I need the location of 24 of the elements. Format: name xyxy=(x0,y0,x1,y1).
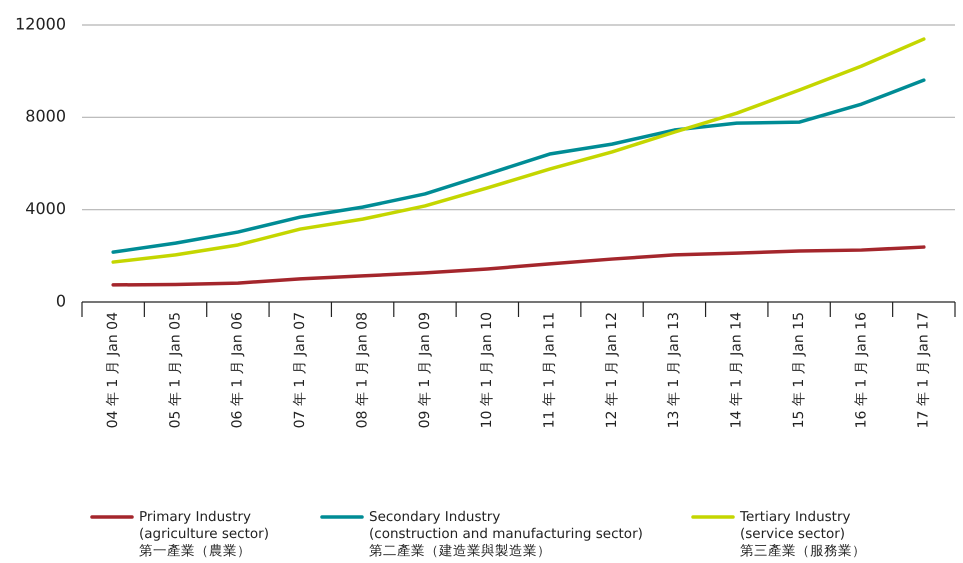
line-series xyxy=(111,37,926,264)
y-tick-label: 12000 xyxy=(15,14,66,34)
x-tick-label: 08 年 1 月 Jan 08 xyxy=(354,312,370,428)
x-tick-label: 09 年 1 月 Jan 09 xyxy=(416,312,433,428)
y-tick-label: 0 xyxy=(56,291,66,310)
line-series xyxy=(111,78,926,254)
x-tick-label: 16 年 1 月 Jan 16 xyxy=(853,312,870,428)
x-tick-label: 07 年 1 月 Jan 07 xyxy=(292,312,308,428)
x-tick-label: 06 年 1 月 Jan 06 xyxy=(230,312,246,428)
x-tick-label: 12 年 1 月 Jan 12 xyxy=(604,312,620,428)
y-tick-label: 8000 xyxy=(25,106,66,126)
x-tick-label: 05 年 1 月 Jan 05 xyxy=(167,312,184,428)
legend-label: Secondary Industry (construction and manufacturing sector) 第二產業（建造業與製造業） xyxy=(369,509,643,559)
x-tick-label: 11 年 1 月 Jan 11 xyxy=(542,312,558,428)
x-tick-label: 10 年 1 月 Jan 10 xyxy=(479,312,496,428)
x-tick-label: 17 年 1 月 Jan 17 xyxy=(916,312,932,428)
x-tick-label: 15 年 1 月 Jan 15 xyxy=(790,312,807,428)
x-tick-label: 14 年 1 月 Jan 14 xyxy=(728,312,745,428)
line-series xyxy=(111,245,926,287)
x-tick-label: 04 年 1 月 Jan 04 xyxy=(105,312,122,428)
x-tick-label: 13 年 1 月 Jan 13 xyxy=(666,312,682,428)
y-tick-label: 4000 xyxy=(25,199,66,218)
legend-label: Tertiary Industry (service sector) 第三產業（服務業） xyxy=(739,509,866,559)
legend-label: Primary Industry (agriculture sector) 第一產業（農業） xyxy=(139,509,269,559)
